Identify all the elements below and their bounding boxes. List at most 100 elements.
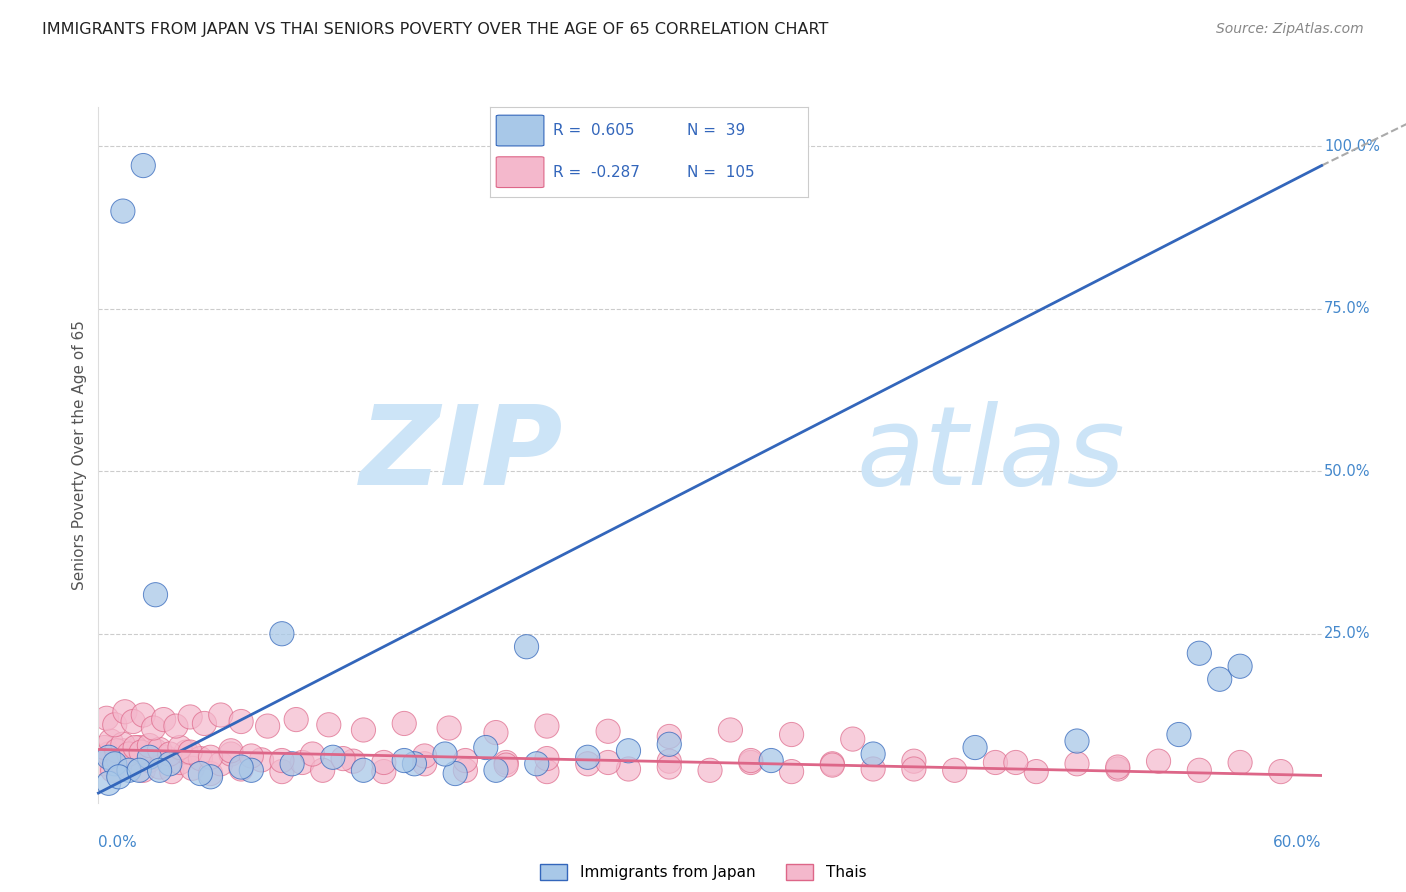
Ellipse shape bbox=[759, 748, 783, 772]
Ellipse shape bbox=[779, 723, 804, 747]
Legend: Immigrants from Japan, Thais: Immigrants from Japan, Thais bbox=[540, 864, 866, 880]
Ellipse shape bbox=[534, 759, 560, 784]
Ellipse shape bbox=[534, 747, 560, 771]
Ellipse shape bbox=[474, 735, 498, 760]
Ellipse shape bbox=[219, 739, 243, 763]
Ellipse shape bbox=[107, 764, 131, 789]
Ellipse shape bbox=[229, 755, 253, 779]
Ellipse shape bbox=[127, 758, 152, 782]
Text: 25.0%: 25.0% bbox=[1324, 626, 1371, 641]
Ellipse shape bbox=[148, 755, 172, 779]
Ellipse shape bbox=[94, 706, 118, 731]
Ellipse shape bbox=[117, 755, 141, 779]
Ellipse shape bbox=[167, 750, 193, 774]
Text: ZIP: ZIP bbox=[360, 401, 564, 508]
Ellipse shape bbox=[249, 747, 274, 772]
Ellipse shape bbox=[371, 750, 396, 774]
Ellipse shape bbox=[270, 759, 294, 784]
Ellipse shape bbox=[942, 758, 967, 782]
Ellipse shape bbox=[392, 748, 416, 772]
Ellipse shape bbox=[1004, 750, 1028, 774]
Ellipse shape bbox=[616, 739, 641, 763]
Ellipse shape bbox=[256, 714, 280, 739]
Ellipse shape bbox=[412, 744, 437, 768]
Ellipse shape bbox=[301, 742, 325, 766]
FancyBboxPatch shape bbox=[496, 115, 544, 146]
Ellipse shape bbox=[138, 745, 162, 770]
Ellipse shape bbox=[515, 634, 538, 659]
Ellipse shape bbox=[575, 752, 600, 776]
Ellipse shape bbox=[371, 759, 396, 784]
Ellipse shape bbox=[163, 714, 188, 739]
Ellipse shape bbox=[160, 759, 184, 784]
Text: 100.0%: 100.0% bbox=[1324, 138, 1379, 153]
Ellipse shape bbox=[352, 718, 375, 742]
Ellipse shape bbox=[718, 718, 742, 742]
Ellipse shape bbox=[779, 759, 804, 784]
Ellipse shape bbox=[97, 772, 121, 796]
Ellipse shape bbox=[901, 749, 927, 773]
Text: IMMIGRANTS FROM JAPAN VS THAI SENIORS POVERTY OVER THE AGE OF 65 CORRELATION CHA: IMMIGRANTS FROM JAPAN VS THAI SENIORS PO… bbox=[42, 22, 828, 37]
Ellipse shape bbox=[494, 750, 519, 774]
Ellipse shape bbox=[98, 729, 122, 753]
Ellipse shape bbox=[963, 735, 987, 760]
Ellipse shape bbox=[93, 735, 117, 760]
Ellipse shape bbox=[239, 744, 263, 768]
Ellipse shape bbox=[208, 752, 233, 776]
Ellipse shape bbox=[129, 740, 153, 764]
Text: 50.0%: 50.0% bbox=[1324, 464, 1371, 479]
Ellipse shape bbox=[117, 742, 141, 766]
Ellipse shape bbox=[193, 712, 217, 736]
Text: 60.0%: 60.0% bbox=[1274, 836, 1322, 850]
Ellipse shape bbox=[860, 742, 886, 766]
Ellipse shape bbox=[657, 724, 682, 748]
Ellipse shape bbox=[121, 709, 145, 733]
Ellipse shape bbox=[208, 703, 233, 727]
Text: R =  -0.287: R = -0.287 bbox=[554, 165, 640, 179]
Ellipse shape bbox=[188, 762, 212, 786]
Ellipse shape bbox=[453, 758, 478, 782]
Ellipse shape bbox=[229, 757, 253, 781]
Ellipse shape bbox=[443, 762, 467, 786]
Ellipse shape bbox=[174, 740, 198, 764]
Ellipse shape bbox=[657, 755, 682, 779]
Ellipse shape bbox=[219, 742, 243, 766]
Ellipse shape bbox=[697, 758, 723, 782]
Ellipse shape bbox=[138, 748, 162, 772]
Ellipse shape bbox=[524, 752, 548, 776]
Ellipse shape bbox=[433, 742, 457, 766]
Ellipse shape bbox=[412, 752, 437, 776]
Ellipse shape bbox=[127, 735, 152, 760]
Ellipse shape bbox=[198, 764, 222, 789]
Ellipse shape bbox=[352, 758, 375, 782]
Text: Source: ZipAtlas.com: Source: ZipAtlas.com bbox=[1216, 22, 1364, 37]
Ellipse shape bbox=[437, 716, 461, 740]
Text: N =  39: N = 39 bbox=[688, 123, 745, 138]
Ellipse shape bbox=[311, 758, 335, 782]
Ellipse shape bbox=[148, 738, 172, 762]
Ellipse shape bbox=[142, 716, 166, 740]
Ellipse shape bbox=[841, 727, 865, 751]
Text: atlas: atlas bbox=[856, 401, 1125, 508]
Ellipse shape bbox=[484, 721, 508, 745]
FancyBboxPatch shape bbox=[496, 157, 544, 187]
Text: 75.0%: 75.0% bbox=[1324, 301, 1371, 316]
Text: N =  105: N = 105 bbox=[688, 165, 755, 179]
Ellipse shape bbox=[143, 739, 167, 763]
Ellipse shape bbox=[101, 758, 125, 782]
Ellipse shape bbox=[148, 758, 172, 782]
Ellipse shape bbox=[111, 732, 135, 756]
Ellipse shape bbox=[143, 582, 167, 607]
Ellipse shape bbox=[93, 752, 117, 776]
Ellipse shape bbox=[117, 758, 141, 782]
Ellipse shape bbox=[290, 750, 315, 774]
Ellipse shape bbox=[738, 748, 763, 772]
Ellipse shape bbox=[1146, 749, 1171, 773]
Ellipse shape bbox=[103, 752, 127, 776]
Ellipse shape bbox=[860, 757, 886, 781]
Ellipse shape bbox=[104, 739, 129, 763]
Ellipse shape bbox=[131, 153, 156, 178]
Ellipse shape bbox=[131, 758, 156, 782]
Ellipse shape bbox=[1064, 729, 1090, 753]
Ellipse shape bbox=[239, 758, 263, 782]
